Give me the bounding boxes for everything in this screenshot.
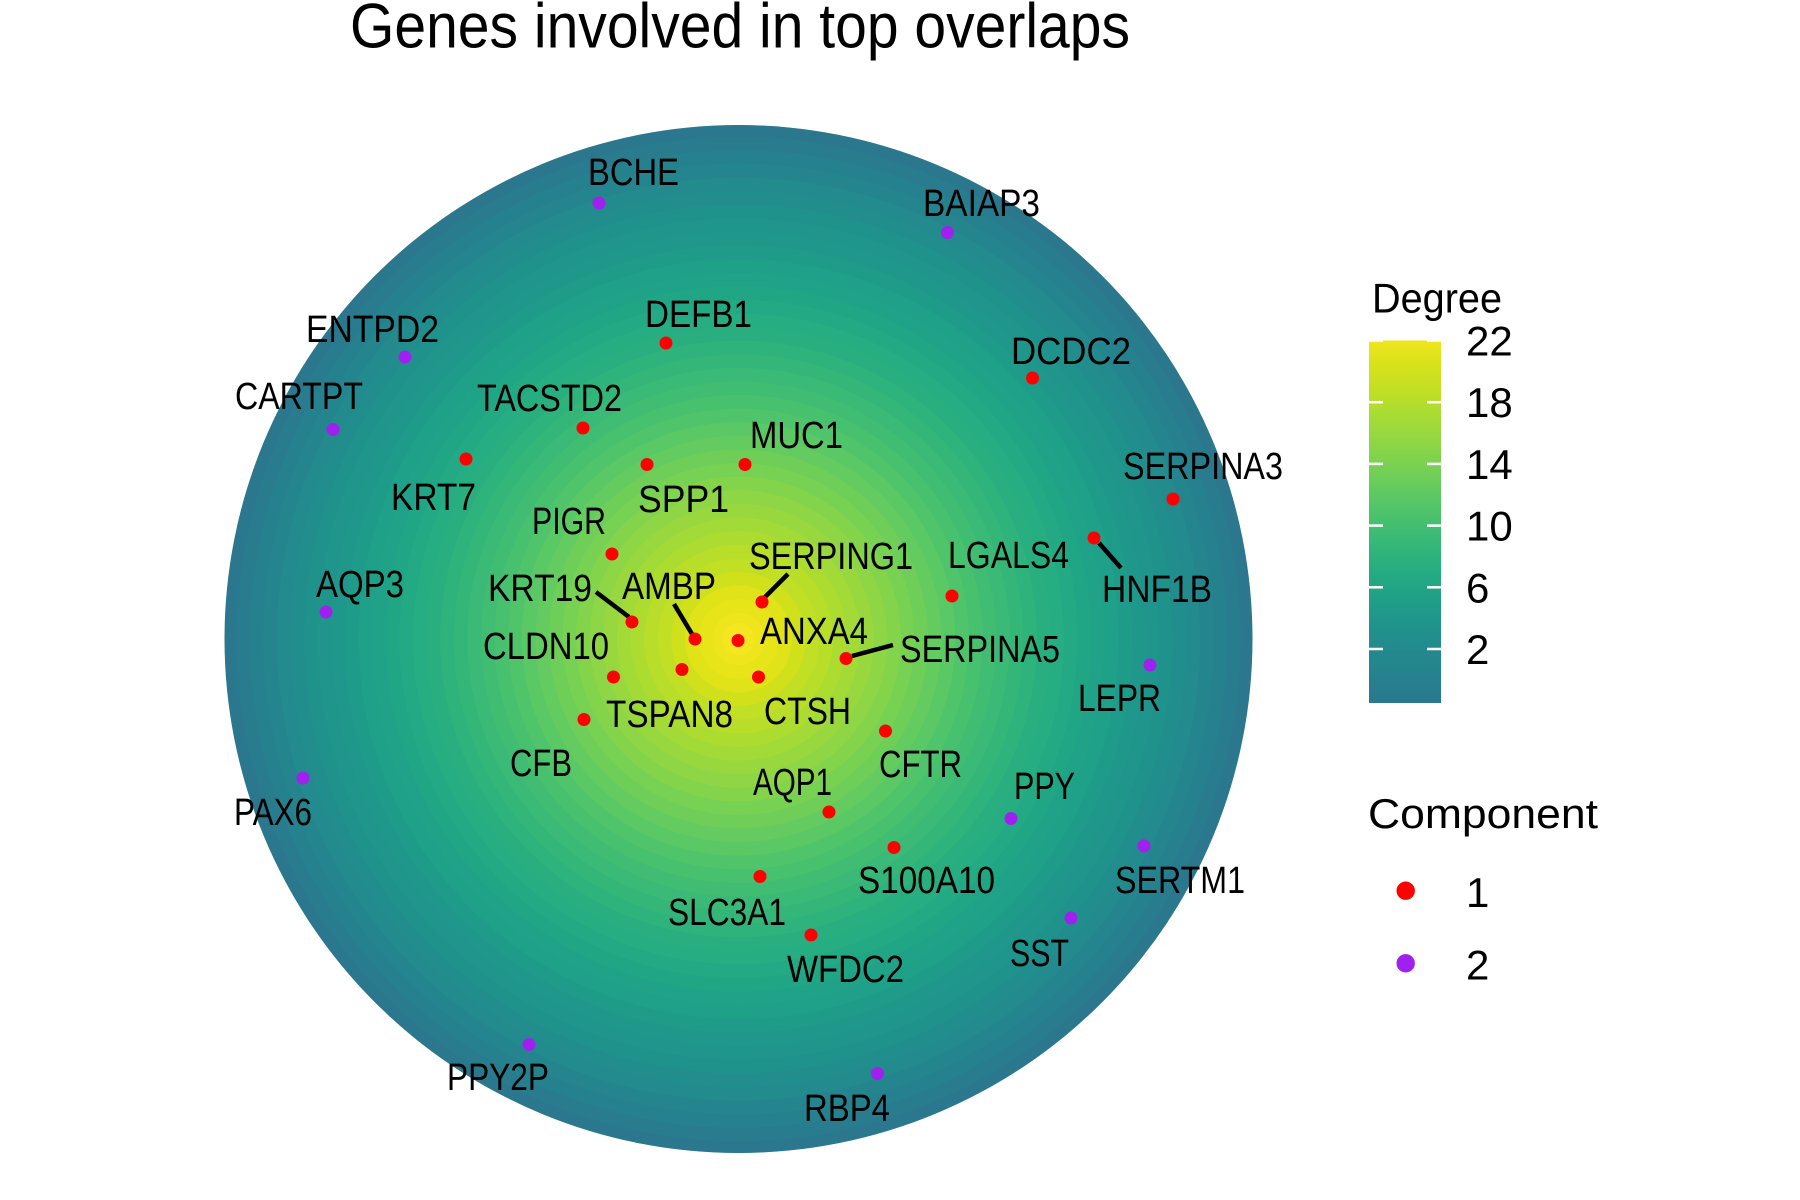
svg-text:Degree: Degree [1372,275,1502,322]
svg-text:KRT19: KRT19 [488,568,592,610]
svg-text:SST: SST [1010,933,1069,975]
svg-text:PIGR: PIGR [532,501,606,543]
svg-text:AQP3: AQP3 [316,564,404,606]
svg-text:MUC1: MUC1 [750,415,843,457]
svg-text:SERPINA5: SERPINA5 [900,629,1060,671]
svg-text:6: 6 [1466,564,1489,611]
svg-text:BAIAP3: BAIAP3 [923,183,1040,225]
svg-text:14: 14 [1466,441,1513,488]
svg-text:AMBP: AMBP [622,566,716,608]
svg-text:SPP1: SPP1 [638,479,729,521]
svg-text:RBP4: RBP4 [804,1088,890,1130]
svg-text:22: 22 [1466,318,1513,365]
svg-text:DEFB1: DEFB1 [645,294,752,336]
svg-text:BCHE: BCHE [588,152,679,194]
svg-text:KRT7: KRT7 [391,477,476,519]
svg-text:2: 2 [1466,626,1489,673]
svg-text:Genes involved in top overlaps: Genes involved in top overlaps [350,0,1130,62]
svg-text:SERPINA3: SERPINA3 [1123,446,1283,488]
svg-text:SERTM1: SERTM1 [1115,860,1245,902]
svg-text:CLDN10: CLDN10 [483,626,609,668]
svg-text:SLC3A1: SLC3A1 [668,892,786,934]
svg-text:TACSTD2: TACSTD2 [477,378,622,420]
svg-text:CARTPT: CARTPT [235,376,363,418]
svg-text:PPY: PPY [1014,766,1075,808]
svg-text:CFB: CFB [510,743,572,785]
svg-text:2: 2 [1466,942,1489,989]
svg-text:ANXA4: ANXA4 [760,611,868,653]
svg-text:Component: Component [1368,790,1598,837]
svg-text:ENTPD2: ENTPD2 [306,309,439,351]
svg-text:1: 1 [1466,869,1489,916]
svg-text:PAX6: PAX6 [234,792,312,834]
svg-text:18: 18 [1466,379,1513,426]
svg-text:WFDC2: WFDC2 [787,949,904,991]
svg-text:HNF1B: HNF1B [1102,569,1212,611]
svg-text:SERPING1: SERPING1 [749,536,913,578]
svg-text:TSPAN8: TSPAN8 [606,694,733,736]
svg-text:10: 10 [1466,503,1513,550]
svg-text:DCDC2: DCDC2 [1011,331,1131,373]
svg-text:PPY2P: PPY2P [447,1057,549,1099]
svg-text:LGALS4: LGALS4 [948,535,1069,577]
svg-text:CTSH: CTSH [764,691,851,733]
svg-text:CFTR: CFTR [879,744,962,786]
svg-text:LEPR: LEPR [1078,678,1161,720]
svg-text:AQP1: AQP1 [753,762,832,804]
svg-text:S100A10: S100A10 [858,860,995,902]
